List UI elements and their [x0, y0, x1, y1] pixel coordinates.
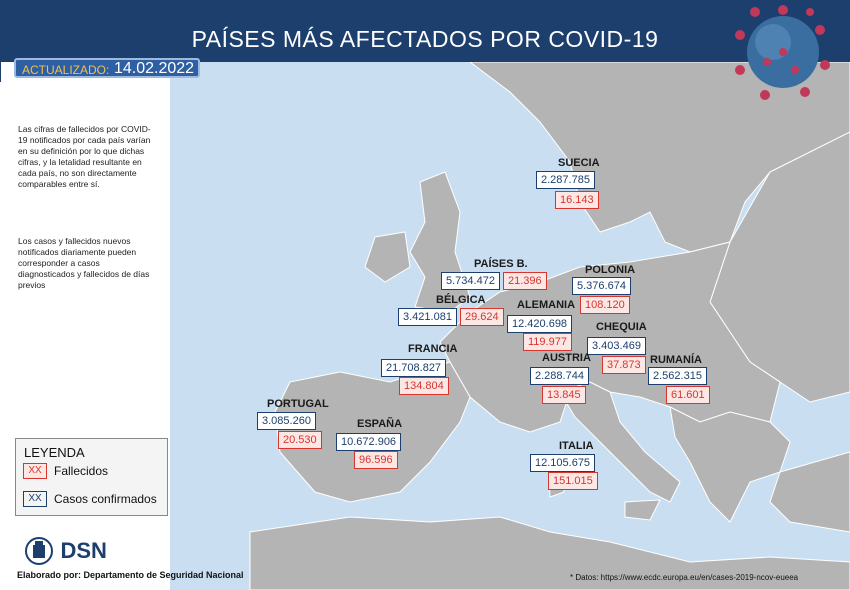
header-bar	[0, 0, 850, 62]
country-name: PAÍSES B.	[474, 258, 528, 270]
turkey-land	[769, 451, 850, 533]
legend-cases-swatch: XX	[23, 491, 47, 507]
cases-value: 5.376.674	[572, 277, 631, 295]
updated-badge: ACTUALIZADO: 14.02.2022	[14, 58, 200, 78]
deaths-value: 20.530	[278, 431, 322, 449]
cases-value: 10.672.906	[336, 433, 402, 451]
page-title: PAÍSES MÁS AFECTADOS POR COVID-19	[191, 26, 659, 52]
deaths-value: 119.977	[523, 333, 572, 351]
country-name: RUMANÍA	[650, 354, 702, 366]
updated-date: 14.02.2022	[114, 60, 195, 77]
sicily-land	[624, 499, 661, 521]
legend: LEYENDA XX Fallecidos XX Casos confirmad…	[15, 438, 168, 516]
cases-value: 12.105.675	[530, 454, 596, 472]
deaths-value: 134.804	[399, 377, 449, 395]
country-name: AUSTRIA	[542, 352, 591, 364]
deaths-value: 16.143	[555, 191, 599, 209]
cases-value: 3.421.081	[398, 308, 457, 326]
cases-value: 3.085.260	[257, 412, 316, 430]
iberia-land	[274, 361, 471, 503]
cases-value: 5.734.472	[441, 272, 500, 290]
country-name: CHEQUIA	[596, 321, 647, 333]
dsn-logo: DSN	[22, 536, 107, 566]
cases-value: 2.288.744	[530, 367, 589, 385]
country-name: POLONIA	[585, 264, 636, 276]
balkans-land	[669, 406, 791, 523]
deaths-value: 37.873	[602, 356, 646, 374]
deaths-value: 21.396	[503, 272, 547, 290]
cases-value: 2.287.785	[536, 171, 595, 189]
note-comparability: Las cifras de fallecidos por COVID-19 no…	[18, 124, 151, 189]
north-africa-land	[249, 516, 850, 590]
source-text: * Datos: https://www.ecdc.europa.eu/en/c…	[570, 573, 799, 582]
logo-text: DSN	[60, 538, 107, 563]
country-name: ESPAÑA	[357, 418, 403, 430]
cases-value: 12.420.698	[507, 315, 573, 333]
country-name: ITALIA	[559, 440, 594, 452]
deaths-value: 13.845	[542, 386, 586, 404]
legend-deaths-label: Fallecidos	[54, 464, 109, 478]
legend-title: LEYENDA	[24, 445, 85, 460]
deaths-value: 108.120	[580, 296, 630, 314]
country-name: SUECIA	[558, 157, 600, 169]
coat-of-arms-icon	[25, 537, 53, 565]
europe-map	[170, 62, 850, 590]
coronavirus-icon	[735, 5, 830, 100]
cases-value: 2.562.315	[648, 367, 707, 385]
note-daily-reporting: Los casos y fallecidos nuevos notificado…	[18, 236, 150, 290]
cases-value: 3.403.469	[587, 337, 646, 355]
deaths-value: 151.015	[548, 472, 598, 490]
deaths-value: 29.624	[460, 308, 504, 326]
country-name: BÉLGICA	[436, 294, 486, 306]
deaths-value: 96.596	[354, 451, 398, 469]
italy-land	[559, 381, 681, 503]
legend-deaths-swatch: XX	[23, 463, 47, 479]
ireland-land	[364, 231, 411, 283]
updated-label: ACTUALIZADO:	[22, 63, 110, 77]
cases-value: 21.708.827	[381, 359, 447, 377]
country-name: FRANCIA	[408, 343, 458, 355]
country-name: ALEMANIA	[517, 299, 576, 311]
deaths-value: 61.601	[666, 386, 710, 404]
credit-text: Elaborado por: Departamento de Seguridad…	[17, 570, 244, 580]
legend-cases-label: Casos confirmados	[54, 492, 157, 506]
country-name: PORTUGAL	[267, 398, 329, 410]
